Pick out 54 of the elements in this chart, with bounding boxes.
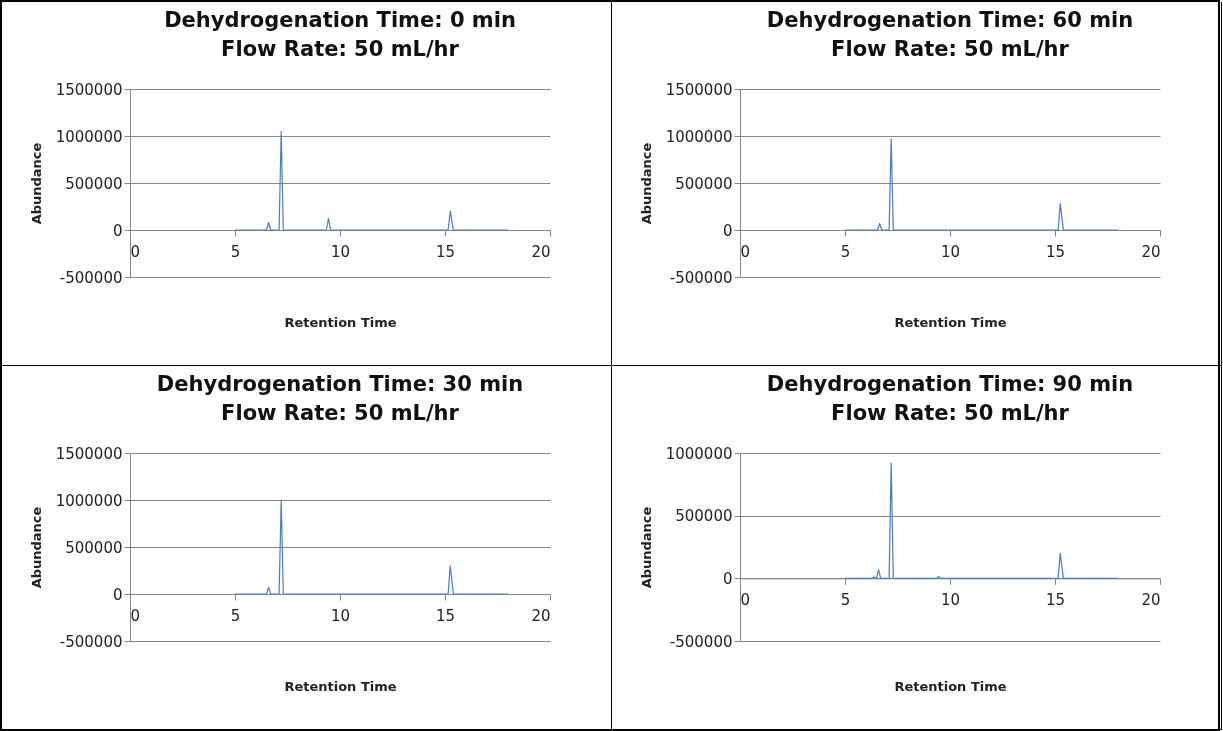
x-tick-label: 20 — [531, 242, 551, 261]
x-tick-label: 15 — [435, 242, 456, 261]
x-axis-title: Retention Time — [284, 314, 397, 330]
x-tick-label: 20 — [531, 606, 551, 625]
y-tick-label: 1500000 — [55, 444, 123, 463]
x-tick-label: 5 — [230, 606, 241, 625]
x-axis-title: Retention Time — [894, 314, 1007, 330]
y-tick-label: -500000 — [59, 268, 123, 287]
y-tick-label: 1000000 — [665, 444, 733, 463]
y-tick-label: -500000 — [669, 268, 733, 287]
x-axis-title: Retention Time — [894, 678, 1007, 694]
y-tick-label: 0 — [722, 569, 733, 588]
y-tick-label: 1000000 — [55, 127, 123, 146]
y-tick-label: 500000 — [675, 174, 733, 193]
y-axis-title: Abundance — [28, 142, 44, 225]
x-tick-label: 0 — [740, 590, 751, 609]
x-tick-label: 15 — [435, 606, 456, 625]
x-tick-label: 20 — [1141, 242, 1161, 261]
chart-subtitle: Flow Rate: 50 mL/hr — [221, 37, 460, 61]
chart-title: Dehydrogenation Time: 0 min — [164, 8, 516, 32]
y-axis-title: Abundance — [28, 506, 44, 589]
x-tick-label: 10 — [330, 242, 351, 261]
x-tick-label: 5 — [840, 590, 851, 609]
x-tick-label: 15 — [1045, 242, 1066, 261]
x-tick-label: 20 — [1141, 590, 1161, 609]
x-tick-label: 0 — [740, 242, 751, 261]
x-tick-label: 0 — [130, 242, 141, 261]
chart-title: Dehydrogenation Time: 60 min — [766, 8, 1134, 32]
x-tick-label: 10 — [940, 242, 961, 261]
chart-subtitle: Flow Rate: 50 mL/hr — [831, 37, 1070, 61]
y-tick-label: 500000 — [65, 538, 123, 557]
chart-subtitle: Flow Rate: 50 mL/hr — [221, 401, 460, 425]
x-tick-label: 5 — [230, 242, 241, 261]
y-tick-label: 500000 — [65, 174, 123, 193]
y-tick-label: 1500000 — [55, 80, 123, 99]
x-tick-label: 0 — [130, 606, 141, 625]
chart-title: Dehydrogenation Time: 90 min — [766, 372, 1134, 396]
chart-subtitle: Flow Rate: 50 mL/hr — [831, 401, 1070, 425]
y-tick-label: 0 — [112, 221, 123, 240]
y-axis-title: Abundance — [638, 506, 654, 589]
x-tick-label: 10 — [940, 590, 961, 609]
chart-title: Dehydrogenation Time: 30 min — [156, 372, 524, 396]
y-tick-label: 1500000 — [665, 80, 733, 99]
x-axis-title: Retention Time — [284, 678, 397, 694]
x-tick-label: 15 — [1045, 590, 1066, 609]
y-tick-label: 500000 — [675, 507, 733, 526]
y-tick-label: 1000000 — [55, 491, 123, 510]
y-tick-label: 0 — [722, 221, 733, 240]
x-tick-label: 5 — [840, 242, 851, 261]
x-tick-label: 10 — [330, 606, 351, 625]
y-tick-label: -500000 — [59, 632, 123, 651]
y-axis-title: Abundance — [638, 142, 654, 225]
y-tick-label: -500000 — [669, 632, 733, 651]
y-tick-label: 1000000 — [665, 127, 733, 146]
